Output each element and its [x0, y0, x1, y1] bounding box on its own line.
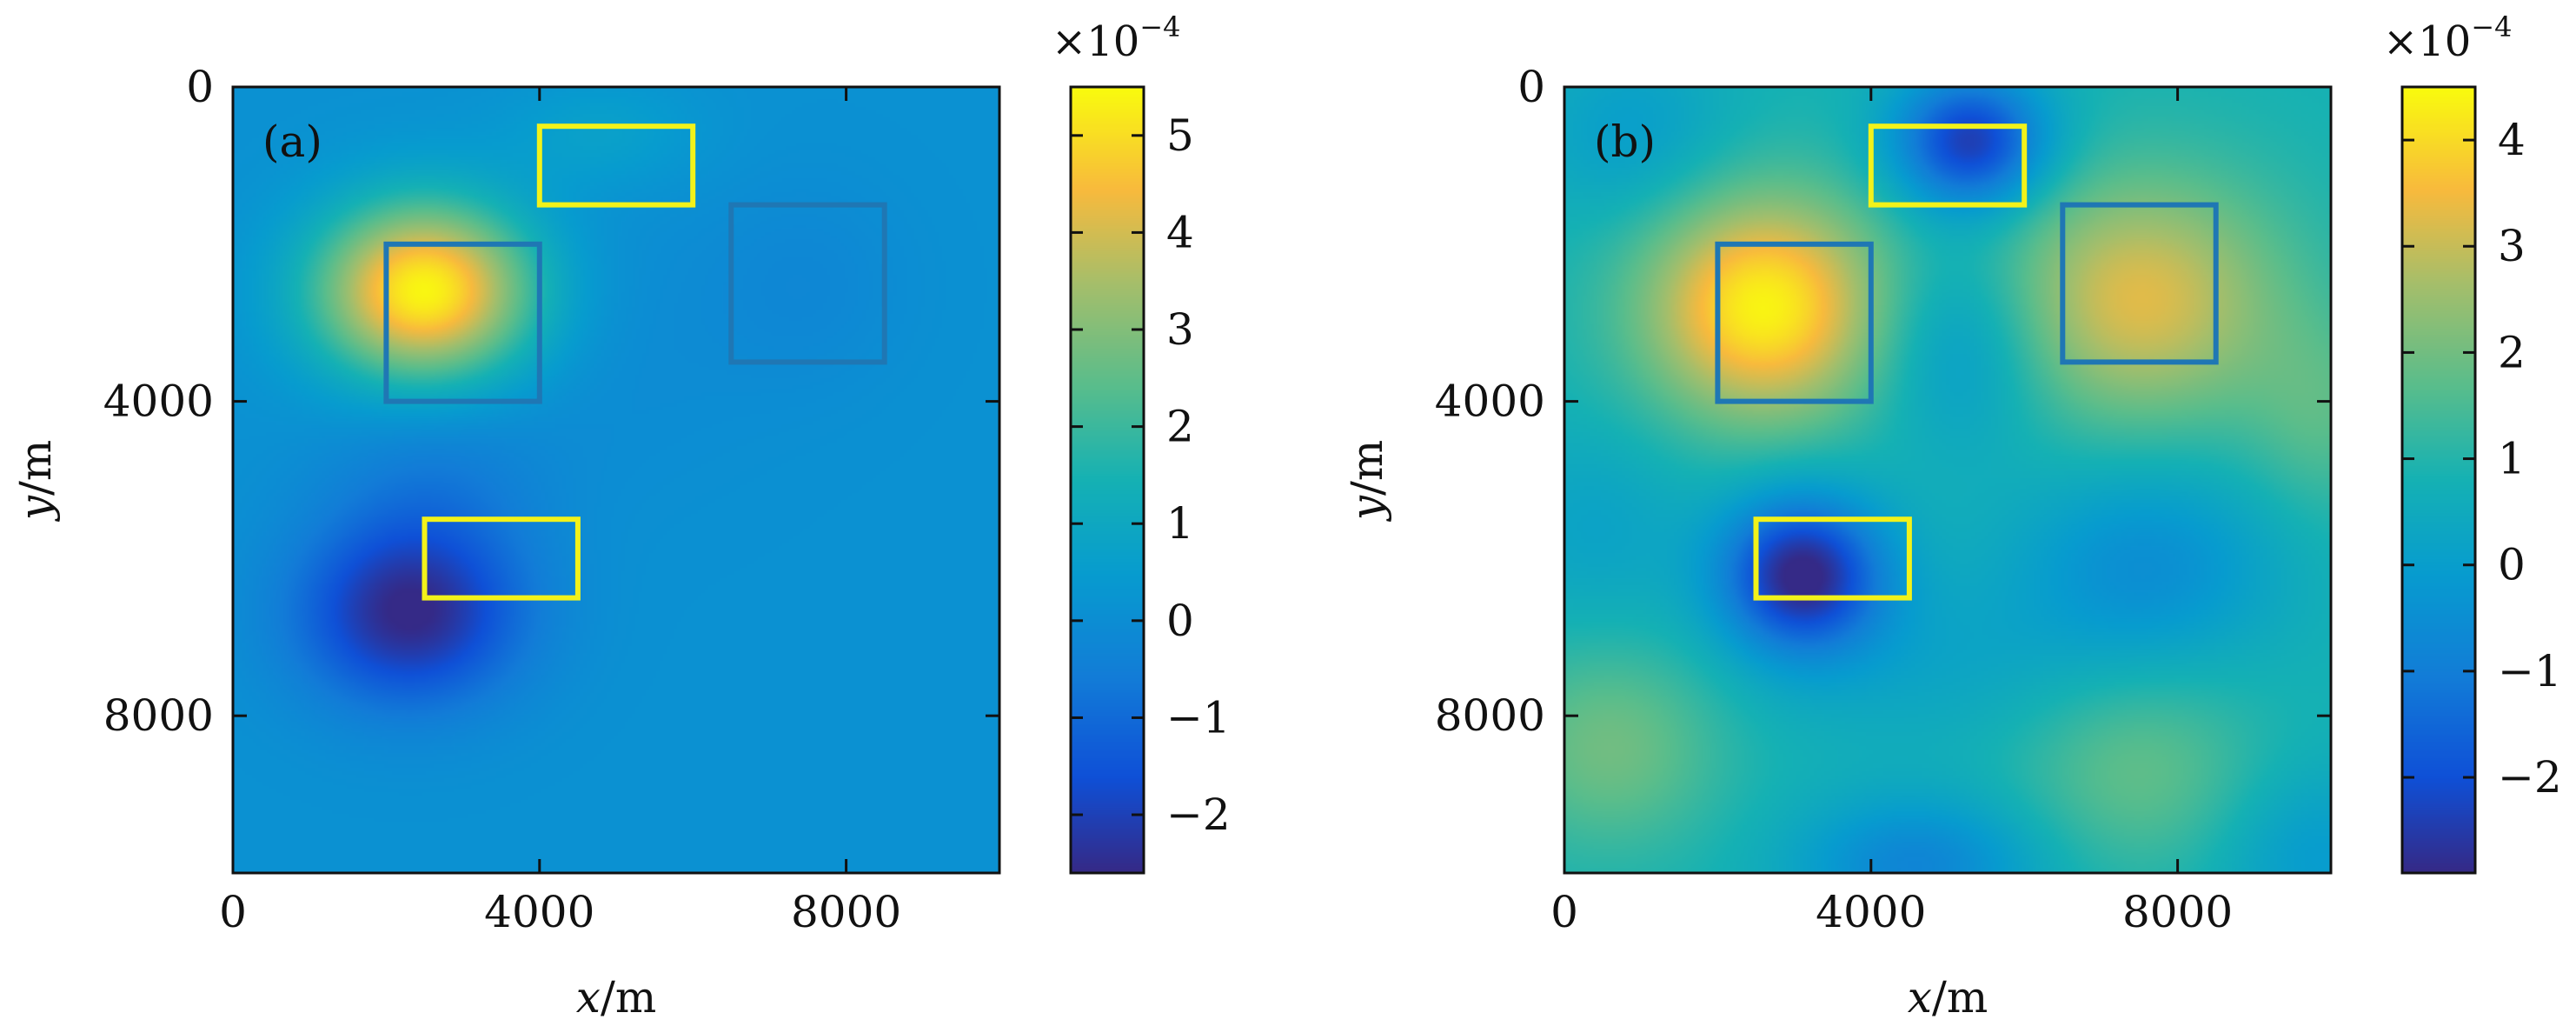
plot-frame — [231, 85, 1001, 875]
panel-a: 0 4000 8000 0 4000 8000 (a) x/m y/m 5 4 3 2 1 0 −1 −2 ×10… — [10, 10, 1231, 1023]
colorbar-exponent: ×10−4 — [2383, 10, 2512, 66]
model-box-3 — [2060, 202, 2219, 365]
x-tick-label: 0 — [219, 887, 247, 937]
model-box-4 — [1753, 516, 1912, 601]
heatmap-image — [233, 87, 999, 873]
y-tick-label: 4000 — [1435, 376, 1545, 427]
x-tick-label: 4000 — [1816, 887, 1926, 937]
colorbar-frame — [2400, 85, 2477, 875]
model-box-4 — [422, 516, 581, 601]
x-axis-label: x/m — [576, 972, 656, 1023]
model-box-3 — [728, 202, 887, 365]
colorbar-tick-label: 1 — [2498, 434, 2526, 484]
colorbar-frame — [1069, 85, 1145, 875]
colorbar-gradient — [1071, 87, 1144, 873]
colorbar-tick-label: −1 — [2498, 646, 2562, 696]
x-tick-label: 0 — [1550, 887, 1578, 937]
panel-label: (a) — [262, 117, 322, 167]
colorbar-tick-label: 3 — [2498, 221, 2526, 271]
panel-b: 0 4000 8000 0 4000 8000 (b) x/m y/m 4 3 2 1 0 −1 −2 ×10−… — [1342, 10, 2562, 1023]
colorbar-tick-label: −2 — [1166, 789, 1231, 840]
colorbar-tick-label: −1 — [1166, 692, 1231, 743]
x-axis-label: x/m — [1908, 972, 1988, 1023]
colorbar-tick-label: 4 — [1166, 207, 1194, 257]
y-tick-label: 8000 — [1435, 690, 1545, 741]
y-tick-label: 4000 — [103, 376, 214, 427]
colorbar-tick-label: 4 — [2498, 115, 2526, 165]
colorbar-tick-label: 3 — [1166, 304, 1194, 355]
colorbar-tick-label: 2 — [1166, 402, 1194, 452]
model-box-1 — [536, 123, 696, 208]
y-tick-label: 8000 — [103, 690, 214, 741]
y-axis-label: y/m — [10, 440, 61, 523]
plot-frame — [1563, 85, 2333, 875]
model-box-2 — [383, 241, 542, 404]
model-box-2 — [1715, 241, 1874, 404]
model-box-1 — [1868, 123, 2028, 208]
x-tick-label: 4000 — [484, 887, 594, 937]
y-tick-label: 0 — [186, 62, 214, 112]
colorbar-tick-label: −2 — [2498, 752, 2562, 803]
colorbar-tick-label: 2 — [2498, 327, 2526, 377]
y-tick-label: 0 — [1517, 62, 1545, 112]
y-axis-label: y/m — [1342, 440, 1392, 523]
colorbar-tick-label: 5 — [1166, 110, 1194, 161]
colorbar-tick-label: 0 — [2498, 540, 2526, 590]
colorbar-tick-label: 0 — [1166, 596, 1194, 646]
heatmap-image — [1564, 87, 2331, 873]
x-tick-label: 8000 — [791, 887, 901, 937]
colorbar-exponent: ×10−4 — [1052, 10, 1180, 66]
x-tick-label: 8000 — [2122, 887, 2233, 937]
panel-label: (b) — [1594, 117, 1656, 167]
colorbar-tick-label: 1 — [1166, 498, 1194, 549]
colorbar-gradient — [2402, 87, 2475, 873]
